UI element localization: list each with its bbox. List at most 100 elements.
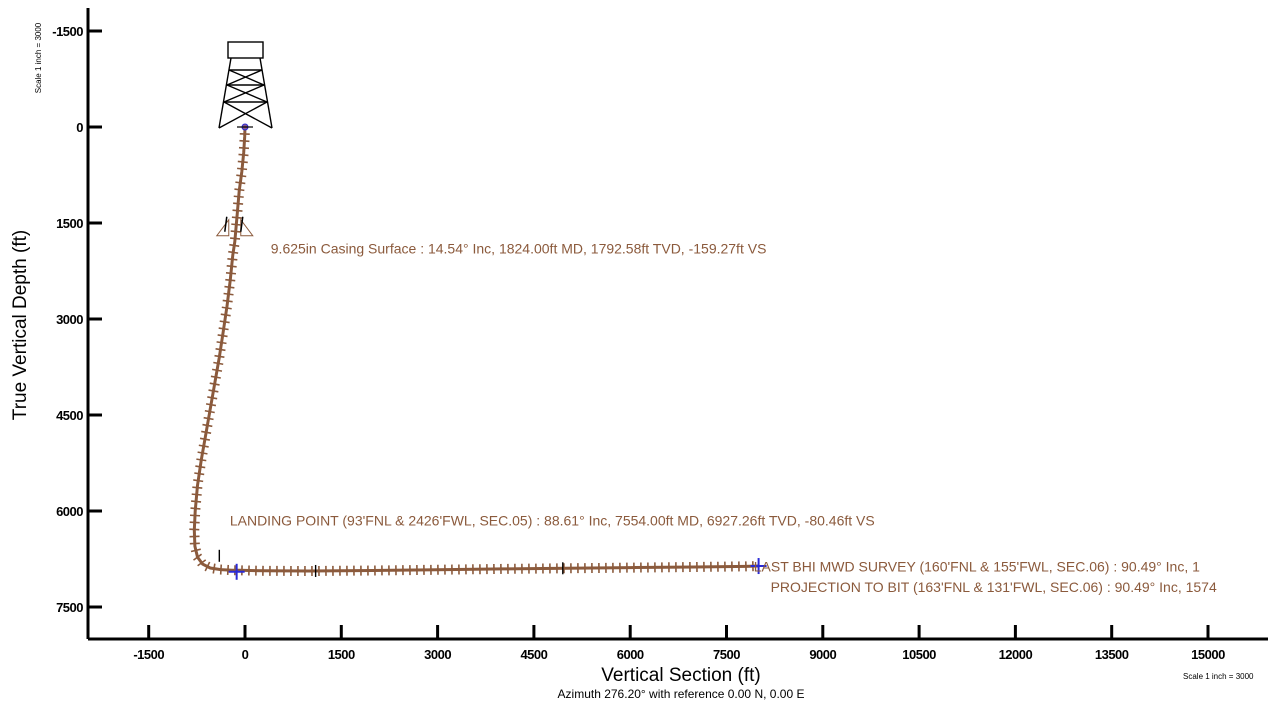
x-axis-title: Vertical Section (ft) bbox=[601, 665, 760, 686]
survey-tick bbox=[223, 292, 234, 296]
survey-tick bbox=[220, 313, 231, 317]
tick-labels: -1500 0 1500 3000 4500 6000 7500 -1500 0 1500 3000… bbox=[52, 24, 1225, 662]
survey-tick bbox=[226, 564, 230, 576]
y-tick-label: -1500 bbox=[52, 24, 83, 39]
x-tick-label: -1500 bbox=[133, 647, 164, 662]
survey-tick bbox=[228, 250, 239, 254]
y-tick-label: 6000 bbox=[56, 504, 83, 519]
trajectory-survey-ticks bbox=[189, 133, 754, 577]
survey-tick bbox=[197, 451, 208, 455]
x-tick-label: 1500 bbox=[328, 647, 355, 662]
survey-tick bbox=[219, 564, 223, 575]
survey-tick bbox=[197, 559, 207, 567]
survey-tick bbox=[203, 416, 214, 421]
survey-tick bbox=[224, 285, 235, 289]
x-tick-label: 7500 bbox=[713, 647, 740, 662]
survey-tick bbox=[189, 514, 201, 517]
survey-tick bbox=[190, 507, 201, 510]
survey-tick bbox=[213, 361, 224, 366]
survey-tick bbox=[230, 230, 241, 233]
survey-tick bbox=[207, 396, 218, 400]
survey-tick bbox=[209, 382, 220, 386]
survey-tick bbox=[227, 258, 238, 261]
survey-tick bbox=[212, 368, 223, 372]
survey-tick bbox=[194, 472, 205, 476]
x-tick-label: 0 bbox=[242, 647, 249, 662]
survey-tick bbox=[233, 202, 244, 205]
y-scale-note: Scale 1 inch = 3000 bbox=[34, 22, 43, 93]
survey-tick bbox=[196, 458, 207, 462]
survey-tick bbox=[222, 299, 233, 303]
survey-tick bbox=[191, 493, 202, 496]
x-tick-label: 6000 bbox=[617, 647, 644, 662]
casing-left-triangle bbox=[215, 218, 230, 237]
survey-tick bbox=[239, 139, 250, 143]
survey-tick bbox=[225, 278, 236, 282]
annotation-label: PROJECTION TO BIT (163'FNL & 131'FWL, SE… bbox=[771, 579, 1217, 595]
azimuth-subtitle: Azimuth 276.20° with reference 0.00 N, 0… bbox=[558, 687, 805, 701]
y-tick-label: 7500 bbox=[56, 600, 83, 615]
survey-tick bbox=[226, 265, 237, 268]
survey-tick bbox=[204, 409, 215, 414]
survey-tick bbox=[214, 354, 225, 358]
x-tick-label: 12000 bbox=[999, 647, 1033, 662]
survey-tick bbox=[201, 430, 212, 434]
x-tick-label: 9000 bbox=[809, 647, 836, 662]
casing-left-bar bbox=[224, 216, 228, 232]
axes bbox=[86, 8, 1268, 641]
survey-tick bbox=[218, 327, 229, 331]
survey-tick bbox=[204, 561, 211, 572]
survey-tick bbox=[237, 167, 248, 171]
x-tick-label: 13500 bbox=[1095, 647, 1129, 662]
y-tick-label: 4500 bbox=[56, 408, 83, 423]
survey-tick bbox=[193, 479, 204, 483]
survey-tick bbox=[216, 341, 227, 345]
survey-tick bbox=[215, 348, 226, 352]
survey-tick bbox=[208, 389, 219, 393]
survey-tick bbox=[217, 334, 228, 338]
well-trajectory-line bbox=[192, 126, 759, 573]
survey-tick bbox=[221, 306, 232, 310]
y-tick-label: 1500 bbox=[56, 216, 83, 231]
survey-tick bbox=[191, 500, 202, 503]
survey-tick bbox=[232, 209, 243, 212]
y-tick-label: 0 bbox=[76, 120, 83, 135]
survey-tick bbox=[219, 320, 230, 324]
survey-tick bbox=[233, 195, 244, 198]
survey-tick bbox=[230, 237, 241, 240]
survey-tick bbox=[212, 563, 216, 574]
annotation-label: LANDING POINT (93'FNL & 2426'FWL, SEC.05… bbox=[230, 512, 875, 528]
survey-tick bbox=[237, 160, 248, 164]
survey-tick bbox=[189, 528, 200, 531]
survey-tick bbox=[235, 181, 246, 185]
survey-tick bbox=[195, 465, 206, 469]
survey-tick bbox=[193, 553, 203, 561]
x-tick-label: 10500 bbox=[902, 647, 936, 662]
survey-tick bbox=[190, 548, 201, 553]
survey-tick bbox=[199, 437, 211, 441]
x-tick-label: 3000 bbox=[424, 647, 451, 662]
survey-tick bbox=[229, 243, 240, 247]
casing-right-bar bbox=[240, 216, 244, 232]
survey-tick bbox=[238, 146, 250, 150]
annotation-label: 9.625in Casing Surface : 14.54° Inc, 182… bbox=[271, 241, 767, 257]
survey-markers bbox=[228, 123, 767, 580]
survey-tick bbox=[234, 188, 245, 192]
casing-shoe-icon bbox=[215, 216, 254, 237]
survey-tick bbox=[225, 271, 237, 275]
survey-tick bbox=[202, 423, 213, 428]
survey-tick bbox=[236, 174, 247, 178]
x-tick-label: 4500 bbox=[520, 647, 547, 662]
survey-tick bbox=[205, 403, 217, 407]
y-axis-title: True Vertical Depth (ft) bbox=[10, 230, 31, 420]
survey-tick bbox=[210, 375, 221, 379]
survey-tick bbox=[198, 444, 209, 448]
annotations: 9.625in Casing Surface : 14.54° Inc, 182… bbox=[230, 241, 1217, 595]
x-scale-note: Scale 1 inch = 3000 bbox=[1183, 672, 1254, 681]
tick-marks bbox=[88, 29, 1210, 639]
survey-tick bbox=[189, 521, 200, 524]
annotation-label: LAST BHI MWD SURVEY (160'FNL & 155'FWL, … bbox=[754, 558, 1200, 574]
x-tick-label: 15000 bbox=[1191, 647, 1225, 662]
y-tick-label: 3000 bbox=[56, 312, 83, 327]
